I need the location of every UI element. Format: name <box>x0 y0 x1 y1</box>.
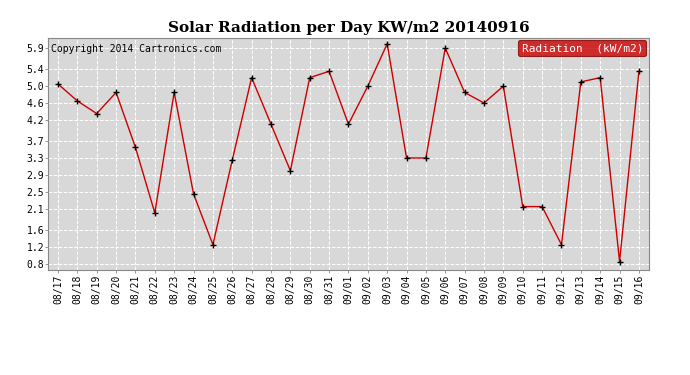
Title: Solar Radiation per Day KW/m2 20140916: Solar Radiation per Day KW/m2 20140916 <box>168 21 529 35</box>
Text: Copyright 2014 Cartronics.com: Copyright 2014 Cartronics.com <box>51 45 221 54</box>
Legend: Radiation  (kW/m2): Radiation (kW/m2) <box>518 40 647 56</box>
